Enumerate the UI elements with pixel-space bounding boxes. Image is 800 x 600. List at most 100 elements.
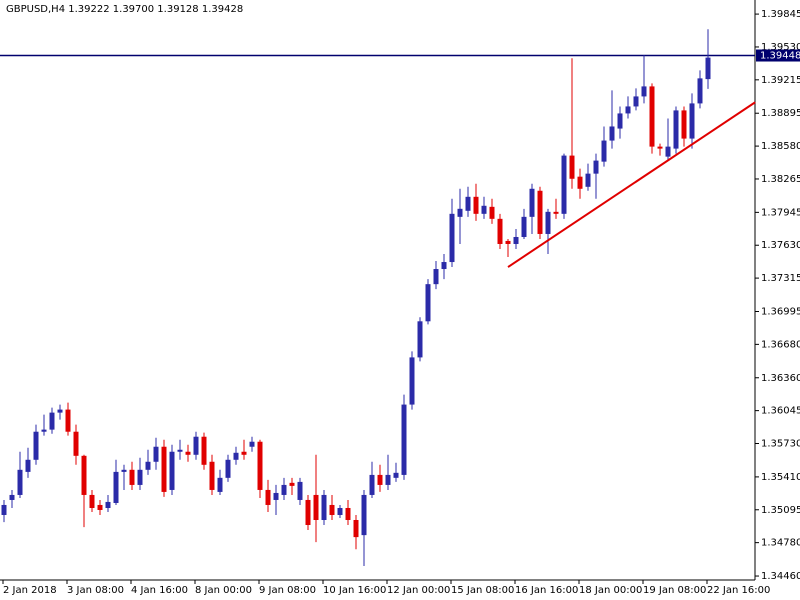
candle-body <box>473 196 479 214</box>
candle-body <box>297 481 303 500</box>
candle-body <box>553 211 559 214</box>
x-tick-label: 18 Jan 00:00 <box>579 585 642 596</box>
candle-body <box>313 494 319 520</box>
candle-body <box>617 113 623 129</box>
y-tick-label: 1.39215 <box>761 75 800 86</box>
y-tick-label: 1.34780 <box>761 538 800 549</box>
candle-body <box>185 451 191 455</box>
candle-body <box>585 173 591 187</box>
candle-body <box>1 504 7 515</box>
candle-body <box>433 269 439 285</box>
candle-body <box>81 455 87 495</box>
y-tick-label: 1.36680 <box>761 339 800 350</box>
candle-body <box>129 469 135 485</box>
x-tick-label: 4 Jan 16:00 <box>131 585 188 596</box>
candle-body <box>153 446 159 462</box>
y-tick-label: 1.39530 <box>761 42 800 53</box>
candle-body <box>561 155 567 214</box>
candle-body <box>641 86 647 97</box>
x-tick-label: 16 Jan 16:00 <box>515 585 578 596</box>
candle-body <box>377 474 383 485</box>
chart-title: GBPUSD,H4 1.39222 1.39700 1.39128 1.3942… <box>6 4 243 15</box>
x-tick-label: 2 Jan 2018 <box>3 585 57 596</box>
candle-body <box>705 57 711 80</box>
candle-body <box>385 474 391 485</box>
candle-body <box>489 206 495 219</box>
candle-body <box>457 208 463 217</box>
x-tick-label: 15 Jan 08:00 <box>451 585 514 596</box>
candle-body <box>545 211 551 234</box>
candle-body <box>361 494 367 536</box>
candle-body <box>105 501 111 508</box>
candle-body <box>257 441 263 490</box>
price-label: 1.39448 <box>760 51 800 62</box>
candle-body <box>201 436 207 465</box>
candle-body <box>225 459 231 478</box>
candle-body <box>681 110 687 139</box>
candle-body <box>633 96 639 107</box>
candle-body <box>193 436 199 455</box>
x-tick-label: 8 Jan 00:00 <box>195 585 252 596</box>
candle-body <box>209 461 215 490</box>
candle-body <box>425 284 431 322</box>
y-tick-label: 1.36360 <box>761 373 800 384</box>
candle-body <box>97 504 103 510</box>
x-tick-label: 3 Jan 08:00 <box>67 585 124 596</box>
candle-body <box>673 110 679 149</box>
candle-body <box>665 146 671 157</box>
candle-body <box>369 474 375 495</box>
candle-body <box>329 504 335 515</box>
x-tick-label: 19 Jan 08:00 <box>643 585 706 596</box>
candle-body <box>409 357 415 405</box>
candle-body <box>625 106 631 114</box>
candle-body <box>25 459 31 472</box>
y-tick-label: 1.37945 <box>761 207 800 218</box>
candle-body <box>449 213 455 263</box>
candle-body <box>89 494 95 508</box>
candle-body <box>41 429 47 432</box>
candle-body <box>569 155 575 179</box>
candle-body <box>649 86 655 147</box>
y-tick-label: 1.36045 <box>761 406 800 417</box>
candle-body <box>113 471 119 503</box>
candle-body <box>609 126 615 141</box>
candle-body <box>9 494 15 500</box>
trendline <box>507 101 756 268</box>
candle-body <box>513 236 519 244</box>
candle-body <box>145 461 151 470</box>
candle-body <box>593 160 599 174</box>
candle-body <box>577 176 583 189</box>
candle-body <box>401 404 407 475</box>
candle-body <box>121 469 127 472</box>
y-tick-label: 1.37315 <box>761 273 800 284</box>
candle-body <box>393 472 399 478</box>
candle-body <box>233 452 239 460</box>
candle-body <box>217 477 223 492</box>
x-tick-label: 9 Jan 08:00 <box>259 585 316 596</box>
y-tick-label: 1.35730 <box>761 439 800 450</box>
candle-body <box>601 140 607 162</box>
candle-body <box>321 494 327 520</box>
candle-body <box>17 469 23 495</box>
candle-body <box>505 240 511 244</box>
candle-body <box>273 492 279 500</box>
candle-body <box>137 469 143 485</box>
price-label-box <box>756 49 800 62</box>
candle-body <box>521 216 527 237</box>
y-tick-label: 1.38265 <box>761 174 800 185</box>
candle-body <box>417 321 423 358</box>
y-tick-label: 1.38895 <box>761 108 800 119</box>
candle-body <box>249 441 255 447</box>
x-tick-label: 10 Jan 16:00 <box>323 585 386 596</box>
candle-body <box>529 188 535 217</box>
y-tick-label: 1.36995 <box>761 306 800 317</box>
candle-body <box>305 499 311 526</box>
candle-body <box>481 205 487 214</box>
candle-body <box>33 431 39 460</box>
candle-body <box>497 218 503 244</box>
candle-body <box>161 446 167 492</box>
candle-body <box>73 431 79 456</box>
candle-body <box>337 507 343 515</box>
